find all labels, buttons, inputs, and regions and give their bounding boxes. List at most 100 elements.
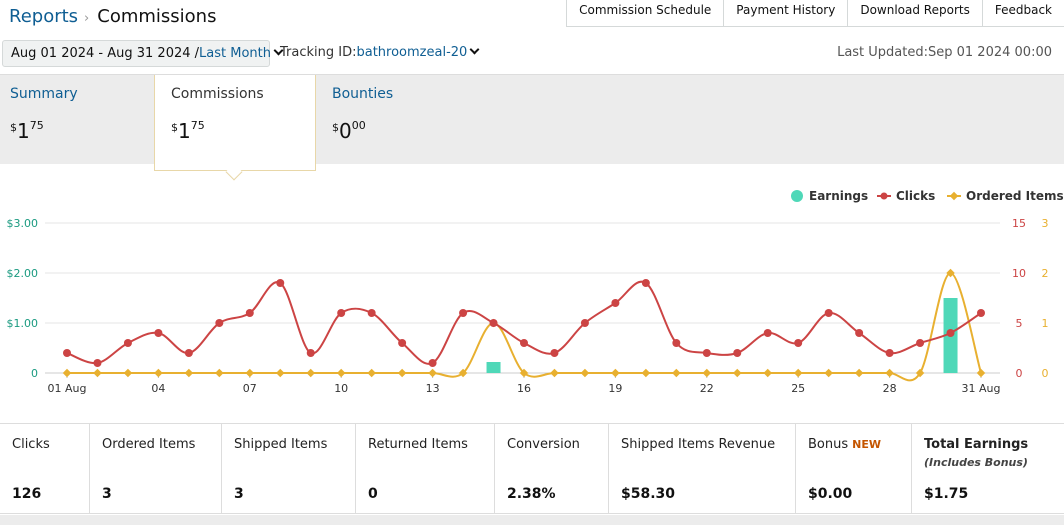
legend-clicks-icon [880,192,888,200]
y-left-tick-label: 0 [31,367,38,380]
chevron-down-icon [469,44,480,55]
page-title: Commissions [97,6,217,27]
legend-label: Ordered Items [966,189,1064,203]
y-left-tick-label: $1.00 [7,317,39,330]
y-right-items-tick-label: 3 [1042,217,1049,230]
stat-value: 3 [234,486,244,502]
clicks-point [550,349,559,357]
stat-total-earnings: Total Earnings (Includes Bonus) $1.75 [912,424,1064,513]
y-right-items-tick-label: 0 [1042,367,1049,380]
clicks-point [428,359,437,367]
stat-sublabel: (Includes Bonus) [924,456,1028,469]
x-tick-label: 16 [517,382,531,395]
stat-label: Ordered Items [102,437,196,452]
y-right-clicks-tick-label: 5 [1016,317,1023,330]
legend-label: Clicks [896,189,935,203]
breadcrumb-reports-link[interactable]: Reports [9,6,79,27]
earnings-bar [486,362,501,373]
clicks-point [855,329,864,337]
ordered-items-point [611,368,620,378]
stat-conversion: Conversion 2.38% [495,424,609,513]
stat-value: 2.38% [507,486,556,502]
y-right-clicks-tick-label: 0 [1016,367,1023,380]
ordered-items-point [702,368,712,378]
ordered-items-point [276,368,285,378]
tracking-id-selector[interactable]: Tracking ID:bathroomzeal-20 [280,44,480,60]
tab-commission-schedule[interactable]: Commission Schedule [566,0,724,27]
header: Reports › Commissions Commission Schedule … [0,0,1064,75]
ordered-items-point [550,368,559,378]
clicks-point [306,349,315,357]
tracking-label: Tracking ID: [280,45,357,60]
summary-tab-amount: $175 [10,119,44,143]
x-tick-label: 31 Aug [962,382,1001,395]
ordered-items-point [946,268,955,278]
ordered-items-point [885,368,894,378]
ordered-items-point [458,368,468,378]
ordered-items-point [336,368,346,378]
commissions-chart: $3.00 15 3$2.00 10 2$1.00 5 10 0 001 Aug 04 07 10 13… [7,189,1064,395]
summary-tab-amount: $000 [332,119,366,143]
stat-label: Clicks [12,437,50,452]
stat-value: $58.30 [621,486,676,502]
y-right-clicks-tick-label: 10 [1012,267,1026,280]
ordered-items-point [245,368,255,378]
summary-tab-label: Summary [10,86,78,102]
stat-value: 3 [102,486,112,502]
x-tick-label: 04 [151,382,165,395]
summary-tab-amount: $175 [171,119,205,143]
clicks-point [580,319,589,327]
top-tabs: Commission Schedule Payment History Down… [566,0,1064,27]
clicks-point [123,339,132,347]
ordered-items-point [154,368,163,378]
clicks-point [946,329,955,337]
stat-value: $0.00 [808,486,853,502]
clicks-point [337,309,346,317]
ordered-items-point [123,368,133,378]
x-tick-label: 01 Aug [48,382,87,395]
clicks-point [885,349,894,357]
stat-shipped-revenue: Shipped Items Revenue $58.30 [609,424,796,513]
stat-ordered-items: Ordered Items 3 [90,424,222,513]
y-left-tick-label: $2.00 [7,267,39,280]
clicks-point [733,349,742,357]
new-badge: NEW [852,438,881,451]
clicks-point [215,319,224,327]
ordered-items-point [793,368,803,378]
x-tick-label: 22 [700,382,714,395]
tab-payment-history[interactable]: Payment History [723,0,848,27]
x-tick-label: 19 [608,382,622,395]
date-range-text: Aug 01 2024 - Aug 31 2024 / [11,46,200,61]
x-tick-label: 28 [883,382,897,395]
tab-download-reports[interactable]: Download Reports [847,0,982,27]
clicks-point [794,339,803,347]
summary-tab-bounties[interactable]: Bounties $000 [322,75,482,164]
stats-row: Clicks 126 Ordered Items 3 Shipped Items… [0,423,1064,514]
y-left-tick-label: $3.00 [7,217,39,230]
tab-feedback[interactable]: Feedback [981,0,1064,27]
ordered-items-point [763,368,772,378]
clicks-point [824,309,833,317]
summary-tab-summary[interactable]: Summary $175 [0,75,153,164]
stat-value: 0 [368,486,378,502]
clicks-point [977,309,985,317]
ordered-items-point [62,368,72,378]
clicks-point [184,349,193,357]
clicks-point [276,279,285,287]
x-tick-label: 25 [791,382,805,395]
ordered-items-point [428,368,437,378]
ordered-items-point [184,368,194,378]
y-right-items-tick-label: 2 [1042,267,1049,280]
stat-returned-items: Returned Items 0 [356,424,495,513]
ordered-items-point [854,368,864,378]
stat-label: Conversion [507,437,580,452]
legend-label: Earnings [809,189,868,203]
date-range-selector[interactable]: Aug 01 2024 - Aug 31 2024 /Last Month [2,40,284,67]
clicks-point [520,339,528,347]
clicks-point [93,359,102,367]
stat-clicks: Clicks 126 [0,424,90,513]
breadcrumb: Reports › Commissions [9,6,216,30]
clicks-point [611,299,620,307]
ordered-items-point [93,368,102,378]
summary-tab-commissions[interactable]: Commissions $175 [154,75,316,171]
